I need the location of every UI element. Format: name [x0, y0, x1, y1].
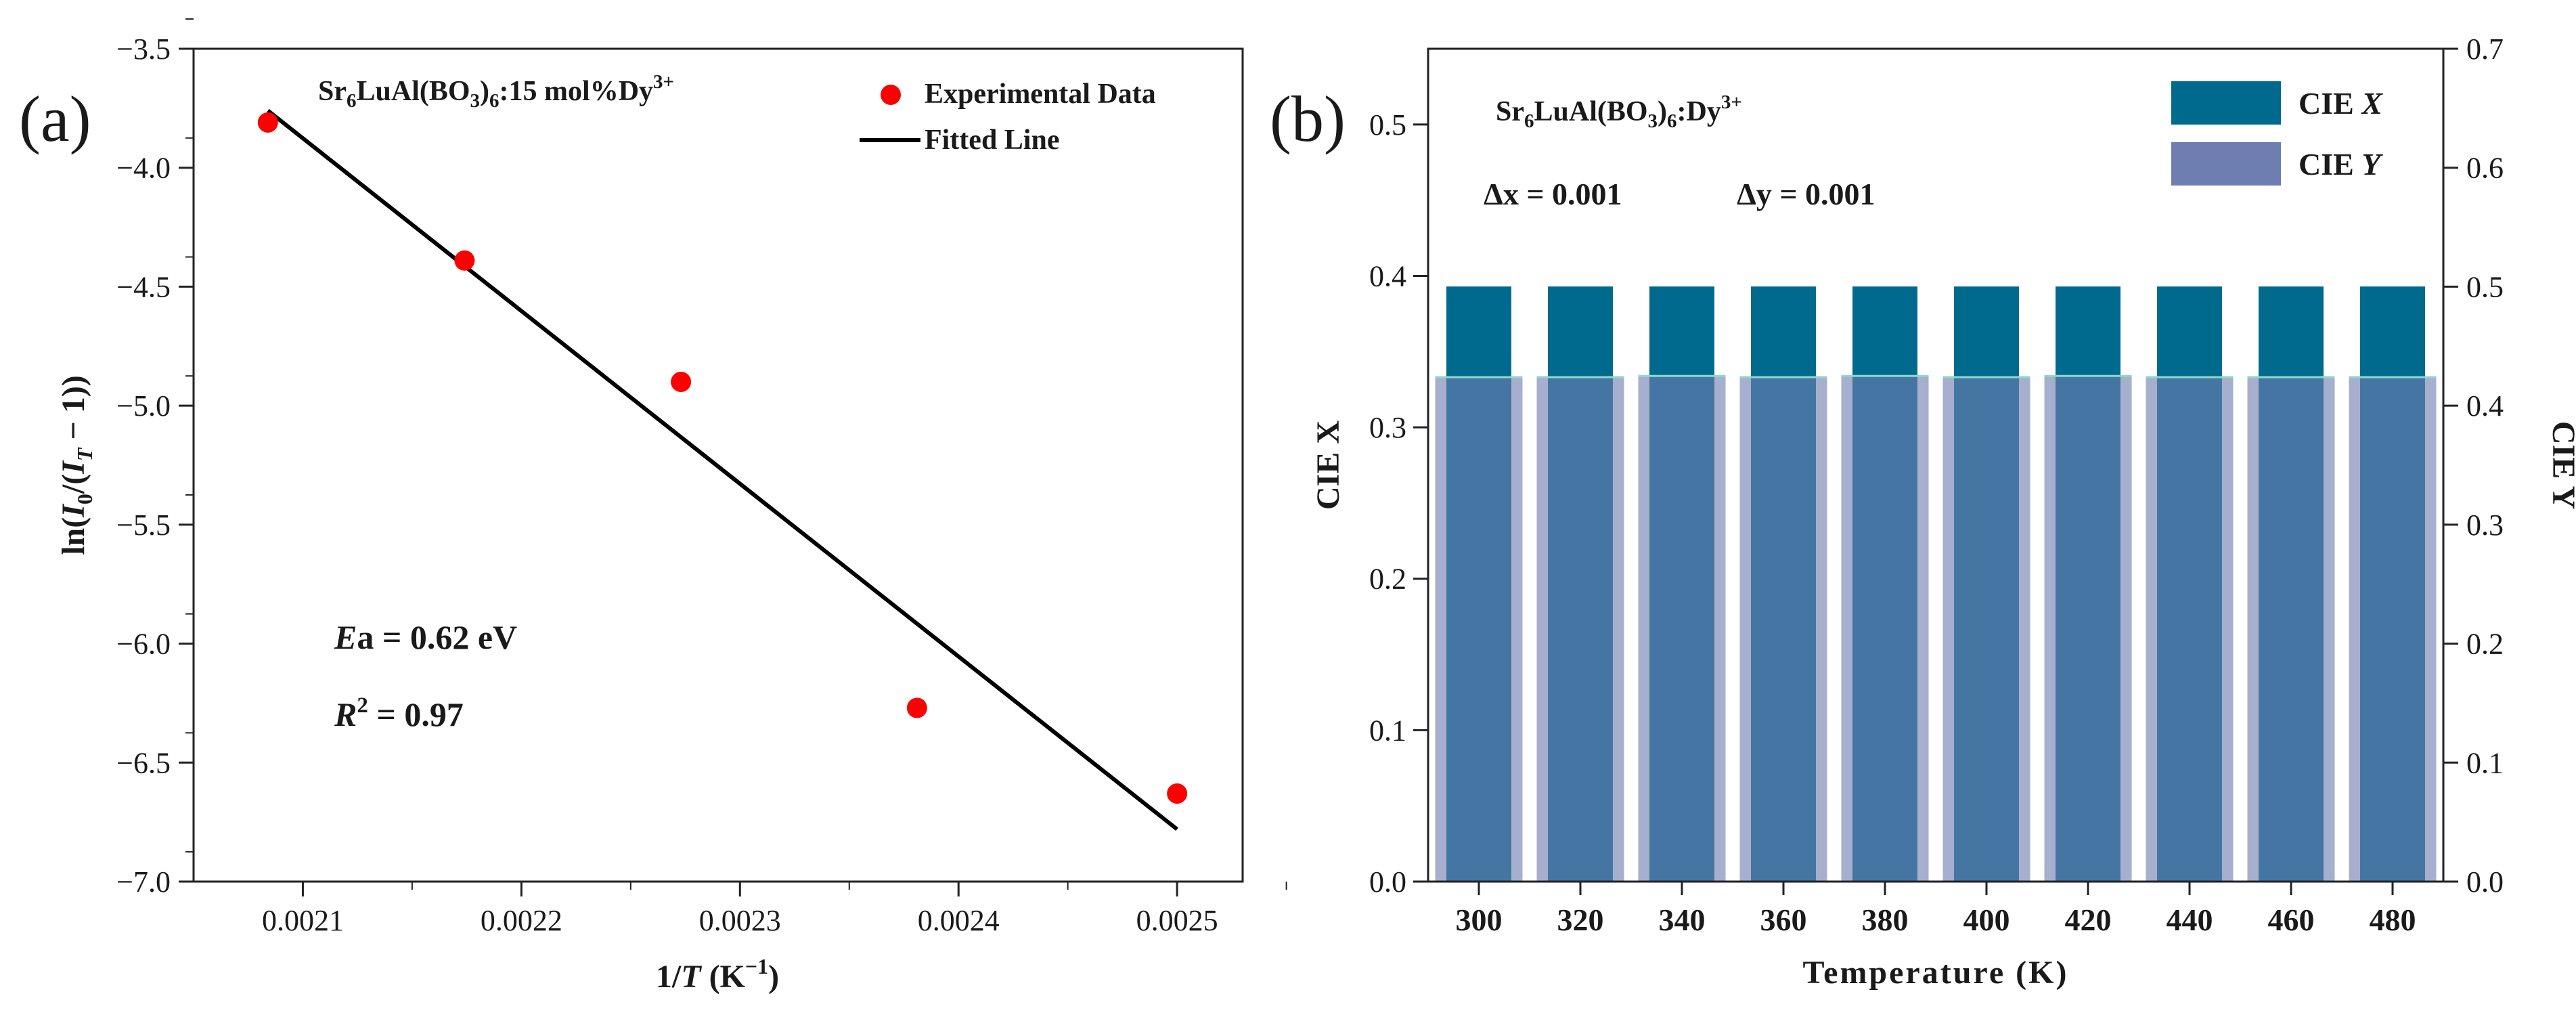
x-tick-label: 400 — [1963, 903, 2010, 937]
panel-b-right-y-ticks: 0.0 0.1 0.2 0.3 0.4 0.5 0.6 0.7 — [2443, 33, 2504, 899]
legend-label-experimental: Experimental Data — [925, 79, 1156, 110]
fitted-line — [266, 109, 1178, 831]
x-tick-label: 480 — [2370, 903, 2416, 937]
panel-b-legend: CIE X CIE Y — [2171, 81, 2383, 186]
x-tick-label: 420 — [2065, 903, 2112, 937]
x-tick-label: 340 — [1659, 903, 1706, 937]
right-y-tick-label: 0.7 — [2466, 33, 2504, 66]
data-point — [906, 697, 927, 718]
left-y-tick-label: 0.1 — [1369, 714, 1406, 747]
data-point — [671, 372, 692, 392]
data-point — [1167, 783, 1188, 804]
bar-cie-y — [1841, 376, 1929, 882]
bar-cie-y — [2044, 376, 2132, 882]
left-y-tick-label: 0.2 — [1369, 563, 1406, 596]
legend-swatch-cie-x — [2171, 81, 2281, 125]
panel-b-axes-frame — [1427, 47, 2445, 883]
left-y-tick-label: 0.5 — [1369, 108, 1406, 142]
left-y-tick-label: 0.0 — [1369, 865, 1406, 899]
panel-a-y-ticks: −7.0 −6.5 −6.0 −5.5 −5.0 −4.5 −4.0 −3.5 — [116, 18, 194, 899]
bar-cie-y — [2349, 376, 2437, 882]
x-tick-label: 0.0025 — [1136, 904, 1218, 937]
right-y-tick-label: 0.5 — [2466, 270, 2504, 303]
x-tick-label: 300 — [1456, 903, 1503, 937]
panel-a-marks — [257, 109, 1188, 831]
panel-a-x-ticks: 0.0021 0.0022 0.0023 0.0024 0.0025 — [262, 882, 1287, 937]
panel-b-x-axis-label: Temperature (K) — [1803, 955, 2069, 991]
right-y-tick-label: 0.4 — [2466, 389, 2504, 423]
x-tick-label: 0.0023 — [699, 904, 781, 937]
right-y-tick-label: 0.1 — [2466, 746, 2504, 779]
bar-cie-y — [1942, 376, 2030, 882]
panel-a-legend: Experimental Data Fitted Line — [860, 79, 1156, 156]
x-tick-label: 360 — [1760, 903, 1807, 937]
x-tick-label: 460 — [2268, 903, 2315, 937]
panel-b-left-y-ticks: 0.0 0.1 0.2 0.3 0.4 0.5 — [1369, 108, 1428, 899]
y-tick-label: −6.0 — [116, 628, 171, 661]
left-y-tick-label: 0.3 — [1369, 411, 1406, 444]
data-point — [257, 112, 278, 133]
y-tick-label: −7.0 — [116, 865, 171, 899]
x-tick-label: 380 — [1862, 903, 1909, 937]
r-squared-annotation: R2 = 0.97 — [334, 693, 464, 733]
right-y-tick-label: 0.0 — [2466, 865, 2504, 899]
bar-cie-y — [1638, 376, 1726, 882]
panel-a-title: Sr6LuAl(BO3)6:15 mol%Dy3+ — [318, 71, 674, 112]
y-tick-label: −5.0 — [116, 389, 171, 423]
panel-b-x-ticks: 300 320 340 360 380 400 420 440 460 480 — [1456, 882, 2416, 937]
panel-b-right-y-axis-label: CIE Y — [2546, 421, 2576, 509]
panel-b-label: (b) — [1270, 83, 1346, 155]
bar-cie-y — [1739, 376, 1827, 882]
legend-swatch-cie-y — [2171, 142, 2281, 186]
panel-a-plot-area: −7.0−6.5−6.0−5.5−5.0−4.5−4.0−3.5 0.0021 0… — [116, 18, 1287, 937]
bar-cie-y — [1536, 376, 1624, 882]
y-tick-label: −5.5 — [116, 508, 171, 542]
panel-b-title: Sr6LuAl(BO3)6:Dy3+ — [1496, 91, 1742, 132]
y-tick-label: −3.5 — [116, 33, 171, 66]
bar-cie-y — [2247, 376, 2335, 882]
bar-cie-y — [1435, 376, 1523, 882]
panel-a-label: (a) — [19, 83, 91, 155]
panel-b-plot-area: 0.0 0.1 0.2 0.3 0.4 0.5 0.0 0.1 0.2 0.3 0.4 0.5 0.6… — [1369, 33, 2504, 937]
x-tick-label: 0.0022 — [481, 904, 562, 937]
panel-a-y-axis-label: ln(I0/(IT − 1)) — [55, 375, 97, 555]
panel-a-axes-frame — [192, 47, 1244, 883]
panel-a: (a) −7.0 −6.5 −6.0 −5.5 −5.0 −4.5 −4.0 −3.5 0.0… — [19, 18, 1287, 995]
x-tick-label: 320 — [1557, 903, 1604, 937]
data-point — [454, 250, 475, 271]
panel-b-left-y-axis-label: CIE X — [1310, 420, 1346, 510]
right-y-tick-label: 0.3 — [2466, 508, 2504, 542]
x-tick-label: 440 — [2167, 903, 2213, 937]
legend-label-cie-y: CIE Y — [2299, 147, 2383, 181]
panel-a-x-axis-label: 1/T (K−1) — [656, 954, 779, 995]
activation-energy-annotation: Ea = 0.62 eV — [334, 618, 517, 656]
panel-b-bars — [1435, 286, 2437, 882]
left-y-tick-label: 0.4 — [1369, 259, 1406, 293]
legend-label-fitted: Fitted Line — [925, 125, 1059, 156]
x-tick-label: 0.0021 — [262, 904, 344, 937]
y-tick-label: −4.5 — [116, 270, 171, 303]
legend-marker-experimental — [881, 85, 901, 105]
y-tick-label: −6.5 — [116, 746, 171, 779]
right-y-tick-label: 0.6 — [2466, 152, 2504, 185]
bar-cie-y — [2146, 376, 2234, 882]
legend-label-cie-x: CIE X — [2299, 86, 2383, 121]
delta-x-annotation: Δx = 0.001 — [1484, 177, 1622, 211]
x-tick-label: 0.0024 — [918, 904, 1000, 937]
panel-b: (b) 0.00.10.20.30.40.5 0.00.10.20.30.40.… — [1270, 33, 2576, 991]
right-y-tick-label: 0.2 — [2466, 628, 2504, 661]
delta-y-annotation: Δy = 0.001 — [1737, 177, 1875, 211]
y-tick-label: −4.0 — [116, 152, 171, 185]
